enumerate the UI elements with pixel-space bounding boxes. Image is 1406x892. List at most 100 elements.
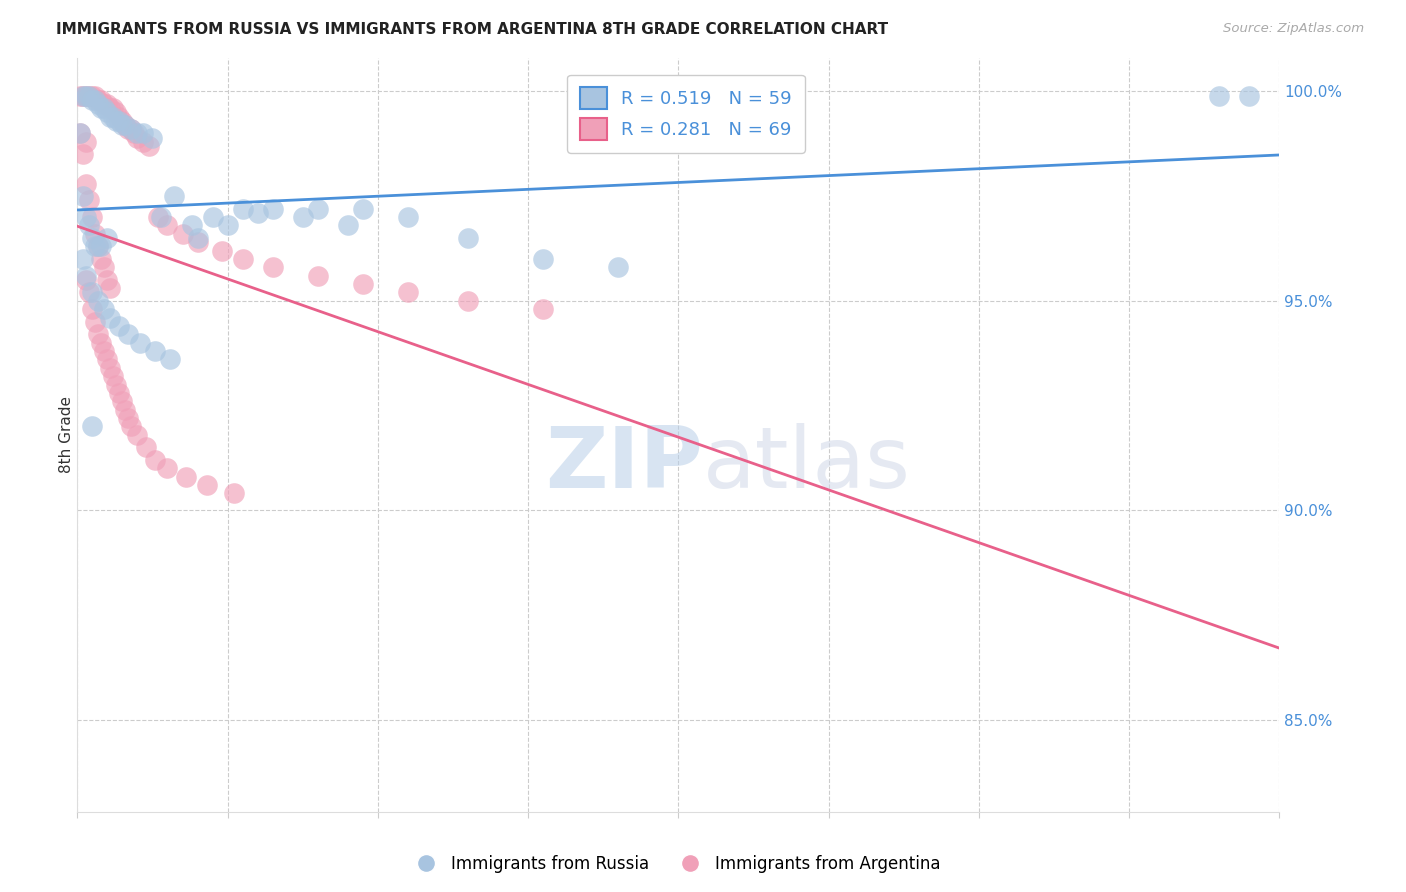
Point [72,189,94,203]
Point [69,88,91,103]
Point [96,352,118,367]
Point [232,202,254,216]
Legend: R = 0.519   N = 59, R = 0.281   N = 69: R = 0.519 N = 59, R = 0.281 N = 69 [567,75,804,153]
Point [105,105,128,120]
Point [100,310,122,325]
Point [127,127,149,141]
Point [607,260,630,275]
Point [72,88,94,103]
Point [105,113,128,128]
Point [79,88,101,103]
Point [75,135,97,149]
Point [100,360,122,375]
Point [93,260,115,275]
Point [75,88,97,103]
Point [93,97,115,112]
Text: Source: ZipAtlas.com: Source: ZipAtlas.com [1223,22,1364,36]
Point [111,113,134,128]
Point [72,252,94,266]
Point [75,273,97,287]
Point [90,239,112,253]
Legend: Immigrants from Russia, Immigrants from Argentina: Immigrants from Russia, Immigrants from … [402,848,948,880]
Point [117,122,139,136]
Y-axis label: 8th Grade: 8th Grade [59,396,73,474]
Point [75,268,97,283]
Point [291,210,314,224]
Point [82,210,104,224]
Point [135,441,157,455]
Point [87,97,110,112]
Point [82,302,104,317]
Point [187,231,209,245]
Point [82,419,104,434]
Text: atlas: atlas [703,424,911,507]
Point [114,402,136,417]
Point [156,461,179,475]
Point [105,377,128,392]
Point [127,130,149,145]
Point [150,210,173,224]
Point [174,469,197,483]
Point [72,88,94,103]
Point [111,118,134,132]
Point [201,210,224,224]
Point [132,127,155,141]
Point [96,105,118,120]
Point [180,219,202,233]
Point [96,97,118,112]
Point [84,315,107,329]
Point [79,219,101,233]
Point [159,352,181,367]
Point [307,202,329,216]
Text: ZIP: ZIP [544,424,703,507]
Point [79,88,101,103]
Point [120,122,142,136]
Point [75,210,97,224]
Point [262,202,284,216]
Point [145,453,167,467]
Point [457,231,479,245]
Point [124,127,146,141]
Point [1239,88,1261,103]
Point [127,427,149,442]
Point [103,110,125,124]
Point [96,231,118,245]
Point [87,327,110,342]
Point [90,252,112,266]
Point [141,130,163,145]
Point [307,268,329,283]
Point [145,344,167,359]
Point [108,113,131,128]
Point [79,194,101,208]
Point [148,210,170,224]
Point [69,127,91,141]
Point [232,252,254,266]
Point [262,260,284,275]
Point [457,293,479,308]
Point [117,327,139,342]
Point [82,93,104,107]
Point [87,93,110,107]
Point [93,101,115,115]
Point [93,344,115,359]
Point [72,147,94,161]
Point [352,202,374,216]
Point [162,189,184,203]
Point [246,206,269,220]
Point [87,293,110,308]
Point [84,93,107,107]
Point [100,110,122,124]
Point [103,101,125,115]
Point [222,486,245,500]
Point [75,177,97,191]
Point [352,277,374,292]
Point [187,235,209,250]
Point [84,88,107,103]
Point [195,478,218,492]
Point [84,227,107,241]
Point [120,122,142,136]
Point [396,210,419,224]
Point [90,101,112,115]
Point [87,239,110,253]
Point [75,88,97,103]
